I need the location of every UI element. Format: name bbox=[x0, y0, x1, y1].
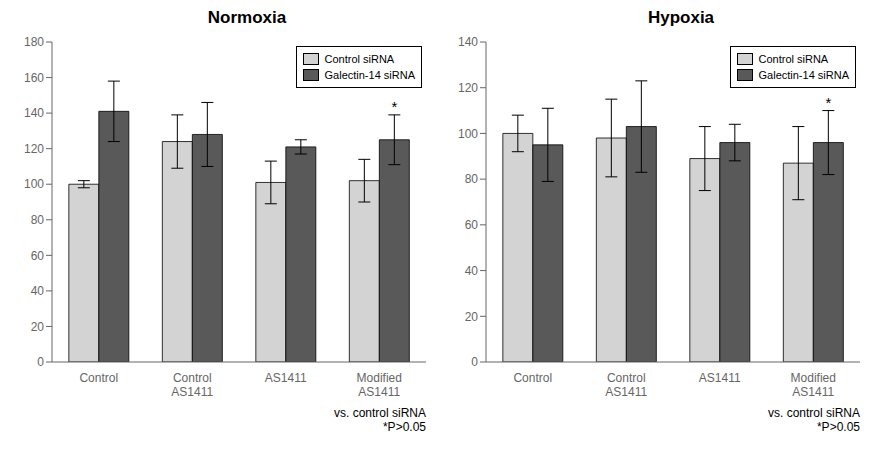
svg-text:60: 60 bbox=[31, 249, 45, 263]
svg-text:ControlAS1411: ControlAS1411 bbox=[605, 371, 647, 399]
svg-text:*: * bbox=[825, 94, 831, 111]
svg-text:60: 60 bbox=[465, 218, 479, 232]
svg-text:Control: Control bbox=[79, 371, 118, 385]
svg-text:180: 180 bbox=[24, 35, 44, 49]
svg-text:120: 120 bbox=[24, 142, 44, 156]
svg-text:0: 0 bbox=[37, 355, 44, 369]
svg-text:140: 140 bbox=[458, 35, 478, 49]
svg-text:ModifiedAS1411: ModifiedAS1411 bbox=[791, 371, 836, 399]
svg-text:0: 0 bbox=[471, 355, 478, 369]
html-text:Control siRNA: Control siRNA bbox=[324, 53, 395, 65]
svg-text:80: 80 bbox=[465, 172, 479, 186]
svg-text:Control: Control bbox=[513, 371, 552, 385]
svg-text:100: 100 bbox=[458, 127, 478, 141]
svg-text:40: 40 bbox=[31, 284, 45, 298]
svg-text:160: 160 bbox=[24, 71, 44, 85]
svg-text:140: 140 bbox=[24, 106, 44, 120]
svg-text:AS1411: AS1411 bbox=[265, 371, 307, 385]
html-text:vs. control siRNA *P>0.05: vs. control siRNA *P>0.05 bbox=[334, 406, 426, 434]
svg-text:120: 120 bbox=[458, 81, 478, 95]
svg-text:AS1411: AS1411 bbox=[699, 371, 741, 385]
html-text:Control siRNA: Control siRNA bbox=[758, 53, 829, 65]
svg-text:ModifiedAS1411: ModifiedAS1411 bbox=[357, 371, 402, 399]
svg-text:20: 20 bbox=[31, 320, 45, 334]
svg-text:20: 20 bbox=[465, 310, 479, 324]
html-text:vs. control siRNA *P>0.05: vs. control siRNA *P>0.05 bbox=[768, 406, 860, 434]
svg-text:*: * bbox=[391, 98, 397, 115]
svg-text:100: 100 bbox=[24, 177, 44, 191]
html-text:Normoxia: Normoxia bbox=[207, 8, 287, 27]
html-text:Galectin-14 siRNA: Galectin-14 siRNA bbox=[758, 69, 849, 81]
svg-text:80: 80 bbox=[31, 213, 45, 227]
svg-text:40: 40 bbox=[465, 264, 479, 278]
html-text:Galectin-14 siRNA: Galectin-14 siRNA bbox=[324, 69, 415, 81]
svg-text:ControlAS1411: ControlAS1411 bbox=[171, 371, 213, 399]
html-text:Hypoxia: Hypoxia bbox=[647, 8, 715, 27]
